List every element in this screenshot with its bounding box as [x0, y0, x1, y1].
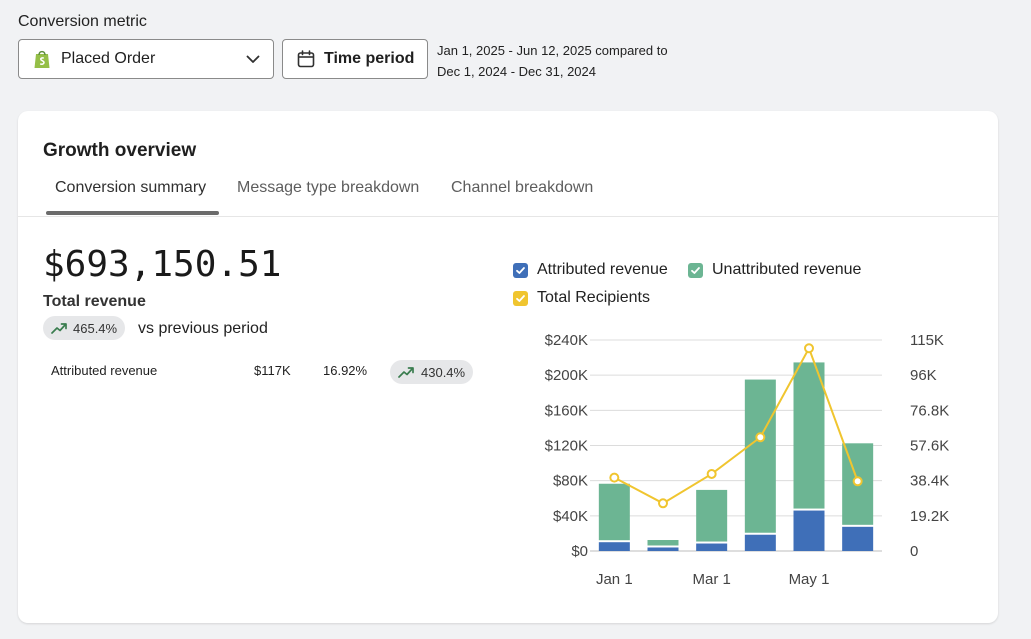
date-range-line-2: Dec 1, 2024 - Dec 31, 2024 — [437, 64, 596, 79]
checkbox-checked-icon[interactable] — [513, 262, 528, 278]
trend-up-icon — [51, 323, 67, 334]
attributed-revenue-percent: 16.92% — [323, 363, 368, 378]
y-left-tick-label: $80K — [553, 473, 588, 490]
checkbox-checked-icon[interactable] — [513, 290, 528, 306]
tab-bar: Conversion summary Message type breakdow… — [18, 177, 998, 217]
point-total-recipients — [609, 472, 620, 483]
point-total-recipients — [706, 468, 717, 479]
y-left-tick-label: $160K — [545, 402, 588, 419]
point-total-recipients — [658, 498, 668, 509]
tab-channel-breakdown[interactable]: Channel breakdown — [451, 179, 594, 196]
bar-unattributed-revenue — [793, 362, 825, 509]
y-left-tick-label: $120K — [545, 438, 588, 455]
revenue-chart: $0 0 $40K 19.2K $80K 38.4K $120K 57.6K $160K 76.8… — [545, 332, 950, 588]
total-revenue-label: Total revenue — [43, 293, 146, 310]
total-growth-badge: 465.4% — [43, 316, 126, 340]
line-total-recipients — [613, 345, 859, 505]
bar-attributed-revenue — [744, 534, 776, 551]
active-tab-indicator — [46, 211, 219, 215]
x-tick-label: Mar 1 — [692, 571, 730, 588]
x-tick-label: May 1 — [789, 571, 830, 588]
y-left-tick-label: $0 — [571, 543, 588, 560]
attributed-growth-badge: 430.4% — [390, 360, 474, 384]
card-title: Growth overview — [43, 140, 197, 161]
y-left-tick-label: $40K — [553, 508, 588, 525]
point-total-recipients — [755, 432, 766, 443]
legend-label: Total Recipients — [537, 289, 650, 306]
shopify-bag-icon — [34, 50, 50, 68]
point-total-recipients — [804, 343, 814, 354]
total-growth-value: 465.4% — [73, 320, 118, 336]
legend-label: Unattributed revenue — [712, 261, 862, 278]
bar-unattributed-revenue — [647, 540, 679, 546]
y-right-tick-label: 38.4K — [910, 473, 949, 490]
attributed-revenue-label: Attributed revenue — [51, 363, 158, 378]
legend-attributed-revenue[interactable]: Attributed revenue — [513, 261, 668, 279]
y-left-tick-label: $240K — [545, 332, 588, 349]
chevron-down-icon — [246, 55, 260, 63]
y-right-tick-label: 115K — [910, 332, 944, 349]
checkbox-checked-icon[interactable] — [688, 262, 703, 278]
growth-overview-card: Growth overview Conversion summary Messa… — [18, 111, 998, 623]
time-period-button[interactable]: Time period — [282, 39, 428, 79]
x-tick-label: Jan 1 — [596, 571, 633, 588]
date-range-line-1: Jan 1, 2025 - Jun 12, 2025 compared to — [437, 43, 668, 58]
bar-unattributed-revenue — [744, 379, 776, 533]
y-right-tick-label: 57.6K — [910, 438, 949, 455]
y-right-tick-label: 19.2K — [910, 508, 949, 525]
legend-unattributed-revenue[interactable]: Unattributed revenue — [688, 261, 861, 279]
calendar-icon — [297, 50, 315, 68]
y-right-tick-label: 96K — [910, 367, 937, 384]
point-total-recipients — [852, 476, 863, 487]
y-left-tick-label: $200K — [545, 367, 588, 384]
conversion-metric-value: Placed Order — [61, 50, 156, 67]
date-range-text: Jan 1, 2025 - Jun 12, 2025 compared to D… — [437, 40, 668, 82]
bar-attributed-revenue — [793, 510, 825, 551]
time-period-label: Time period — [324, 50, 415, 67]
bar-attributed-revenue — [696, 543, 728, 551]
attributed-growth-value: 430.4% — [421, 364, 466, 380]
y-right-tick-label: 76.8K — [910, 402, 949, 419]
vs-previous-period-text: vs previous period — [138, 320, 268, 337]
tab-conversion-summary[interactable]: Conversion summary — [55, 179, 207, 196]
conversion-metric-label: Conversion metric — [18, 13, 147, 30]
total-revenue-value: $693,150.51 — [43, 244, 282, 285]
legend-label: Attributed revenue — [537, 261, 668, 278]
bar-unattributed-revenue — [696, 489, 728, 542]
bar-attributed-revenue — [647, 547, 679, 551]
trend-up-icon — [398, 367, 414, 378]
bar-attributed-revenue — [842, 526, 874, 551]
conversion-metric-select[interactable]: Placed Order — [18, 39, 274, 79]
tab-message-type-breakdown[interactable]: Message type breakdown — [237, 179, 420, 196]
bar-unattributed-revenue — [598, 483, 630, 541]
attributed-revenue-value: $117K — [254, 363, 291, 378]
legend-total-recipients[interactable]: Total Recipients — [513, 289, 650, 307]
y-right-tick-label: 0 — [910, 543, 918, 560]
bar-attributed-revenue — [598, 542, 630, 551]
